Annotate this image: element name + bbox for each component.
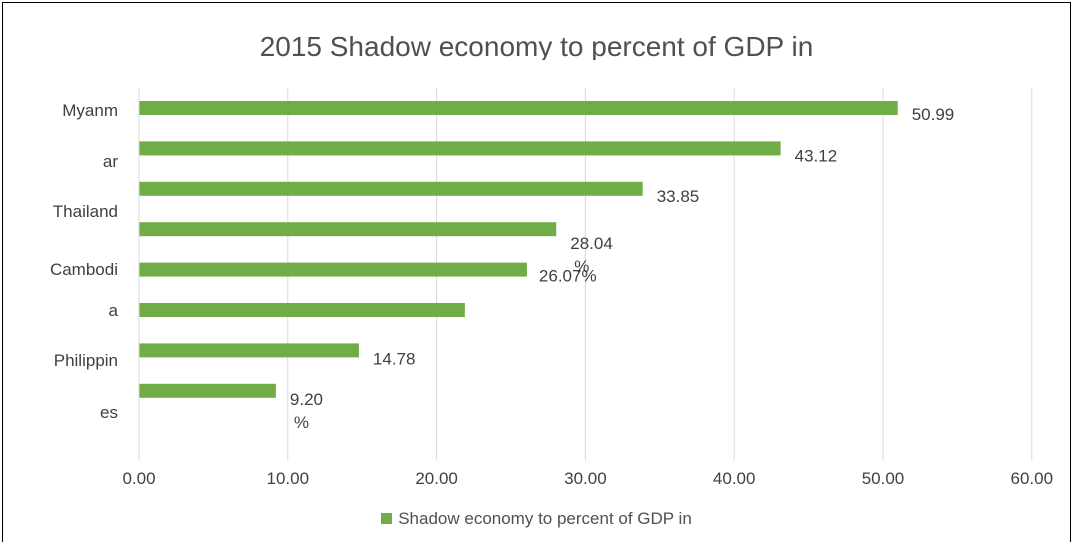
category-label: es: [100, 403, 118, 422]
bar: [139, 262, 527, 277]
x-tick-label: 30.00: [564, 469, 607, 488]
category-label: ar: [103, 152, 118, 171]
data-label: 25%: [529, 316, 563, 335]
x-tick-label: 50.00: [862, 469, 905, 488]
bar: [139, 101, 898, 115]
x-tick-label: 60.00: [1011, 469, 1054, 488]
data-label: %: [294, 413, 309, 432]
bar: [139, 181, 643, 196]
x-tick-label: 40.00: [713, 469, 756, 488]
legend-label: Shadow economy to percent of GDP in: [398, 509, 692, 528]
bar: [139, 383, 276, 398]
x-tick-label: 0.00: [122, 469, 155, 488]
bar: [139, 303, 465, 317]
data-label: 50.99: [912, 105, 955, 124]
category-label: a: [109, 301, 119, 320]
chart-title: 2015 Shadow economy to percent of GDP in: [259, 31, 814, 60]
legend-swatch: [381, 513, 393, 524]
data-label: 9.20: [290, 390, 323, 409]
data-label: 33.85: [657, 187, 700, 206]
data-label: %: [574, 257, 589, 276]
data-label: 14.78: [373, 349, 416, 368]
x-tick-label: 20.00: [415, 469, 458, 488]
category-label: Cambodi: [50, 260, 118, 279]
bar: [139, 343, 359, 358]
data-label: 26.07%: [539, 267, 597, 286]
data-label: 28.04: [570, 234, 613, 253]
x-tick-label: 10.00: [267, 469, 310, 488]
bar: [139, 222, 557, 237]
category-label: Thailand: [53, 202, 118, 221]
data-label: 43.12: [795, 146, 838, 165]
category-label: Myanm: [62, 101, 118, 120]
category-label: Philippin: [54, 351, 118, 370]
legend: Shadow economy to percent of GDP in: [0, 506, 1073, 530]
bar: [139, 141, 781, 156]
